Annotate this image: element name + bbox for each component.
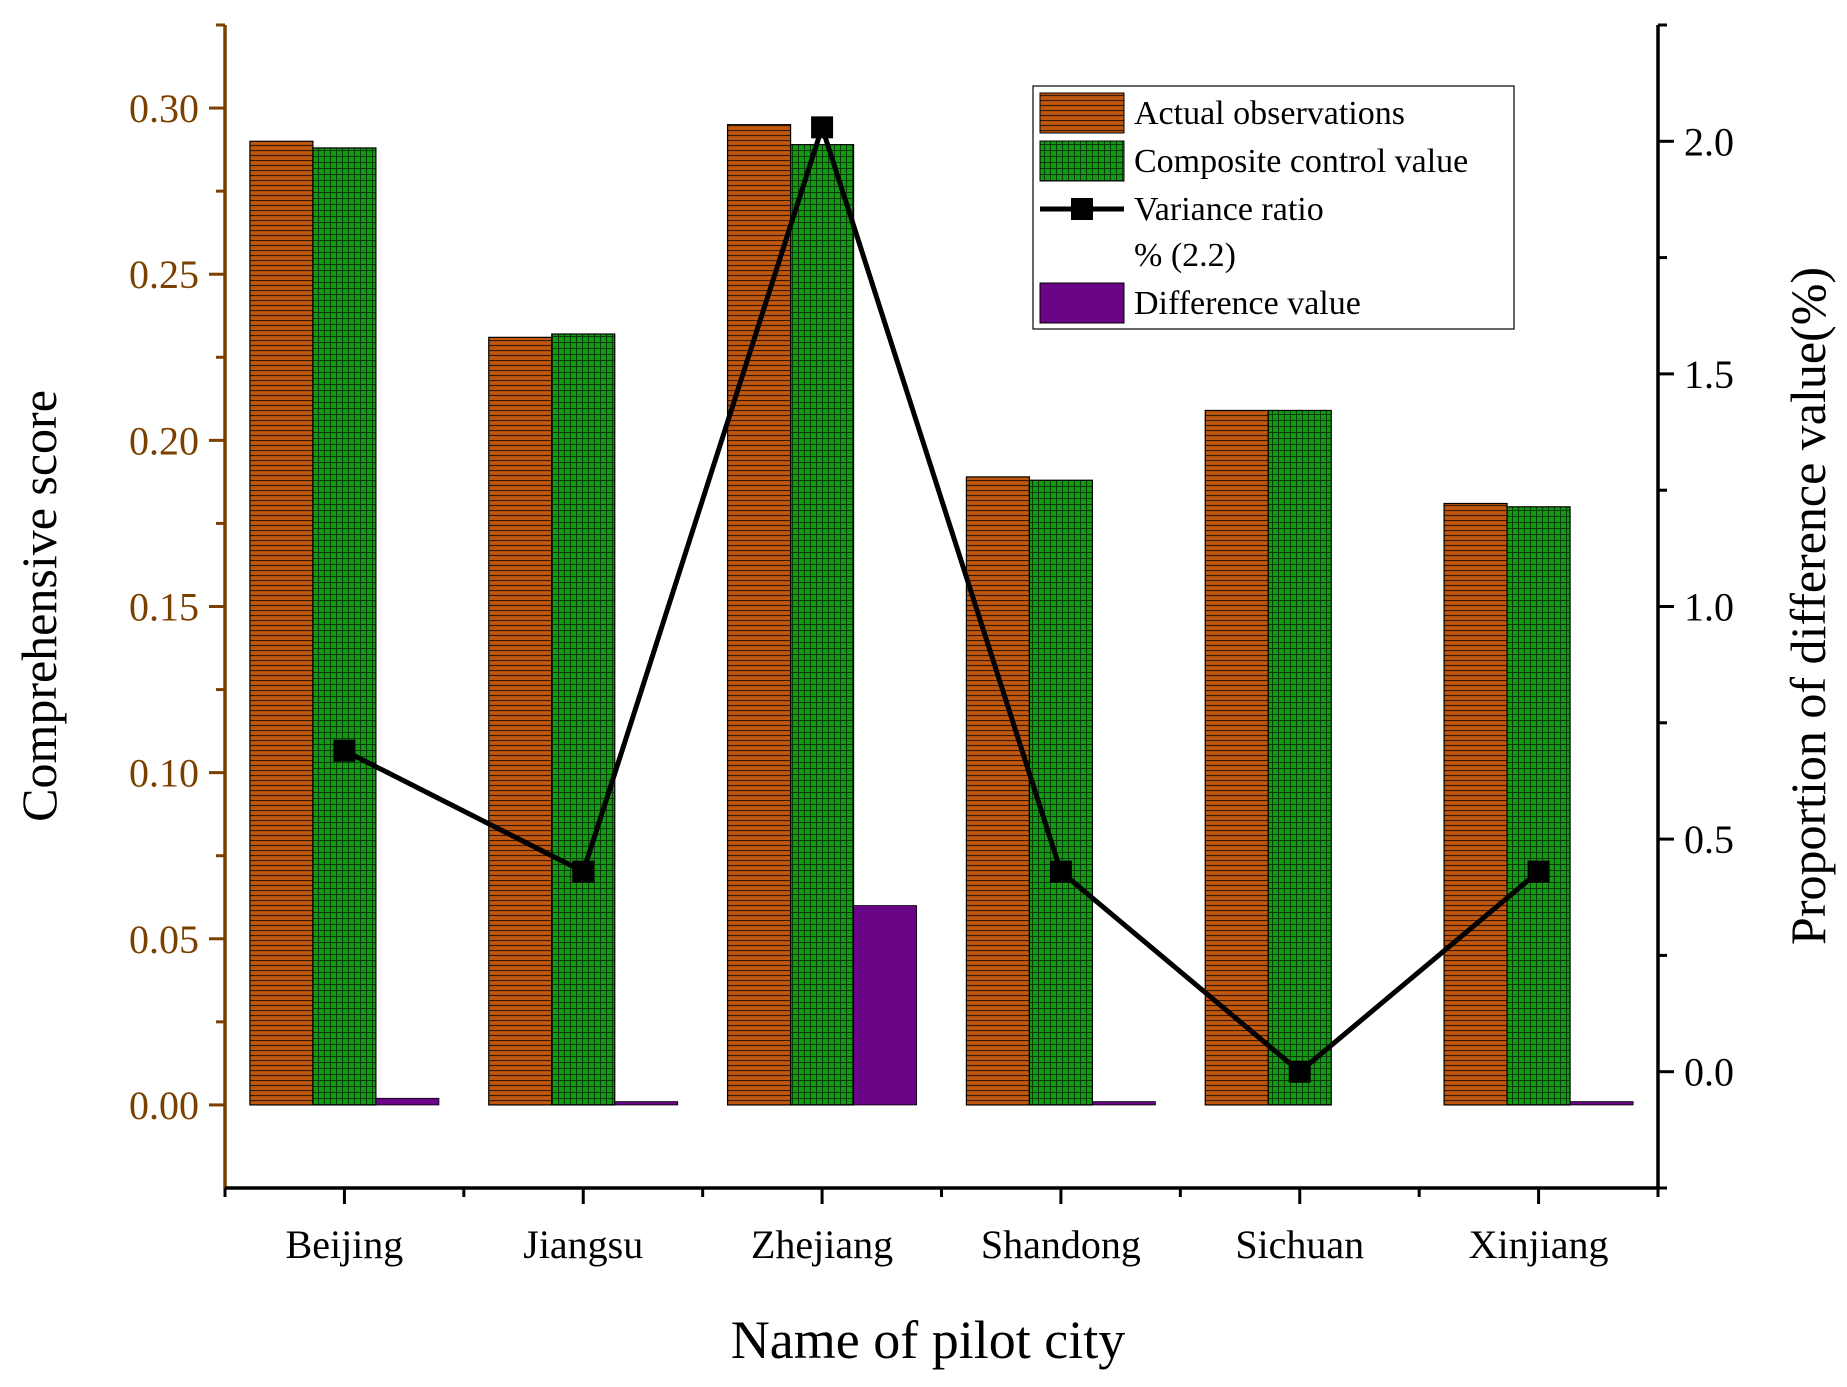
variance-ratio-line-series: [333, 116, 1550, 1083]
bar-difference-zhejiang: [853, 905, 917, 1106]
legend-label-composite: Composite control value: [1134, 143, 1468, 180]
legend-swatch-actual: [1039, 92, 1125, 134]
bar-difference-xinjiang: [1569, 1101, 1634, 1106]
bar-actual-sichuan: [1204, 409, 1269, 1106]
left-tick-label: 0.20: [129, 418, 199, 463]
legend-swatch-difference: [1039, 282, 1125, 324]
bar-composite-shandong: [1028, 479, 1094, 1106]
x-axis-label: Name of pilot city: [731, 1310, 1125, 1370]
right-tick-label: 0.0: [1684, 1050, 1734, 1095]
right-y-axis: 0.0 0.5 1.0 1.5 2.0: [1658, 23, 1734, 1190]
bar-actual-jiangsu: [488, 336, 553, 1106]
legend: Actual observations Composite control va…: [1032, 85, 1515, 330]
x-tick-label-shandong: Shandong: [981, 1222, 1141, 1267]
left-tick-label: 0.05: [129, 917, 199, 962]
variance-ratio-point-zhejiang: [811, 116, 834, 139]
left-tick-label: 0.25: [129, 252, 199, 297]
x-tick-label-xinjiang: Xinjiang: [1469, 1222, 1609, 1267]
right-tick-label: 2.0: [1684, 119, 1734, 164]
y-axis-label: Comprehensive score: [11, 390, 67, 822]
left-y-axis: 0.00 0.05 0.10 0.15 0.20 0.25 0.30: [129, 23, 225, 1128]
left-tick-label: 0.30: [129, 86, 199, 131]
variance-ratio-point-jiangsu: [572, 860, 595, 883]
left-tick-label: 0.15: [129, 585, 199, 630]
variance-ratio-point-sichuan: [1288, 1060, 1311, 1083]
x-axis: Beijing Jiangsu Zhejiang Shandong Sichuan Xin…: [223, 1188, 1660, 1267]
bar-composite-xinjiang: [1506, 506, 1571, 1106]
variance-ratio-point-xinjiang: [1527, 860, 1550, 883]
legend-swatch-composite: [1039, 140, 1125, 182]
variance-ratio-point-beijing: [333, 739, 356, 762]
variance-ratio-point-shandong: [1049, 860, 1072, 883]
x-tick-label-beijing: Beijing: [286, 1222, 404, 1267]
x-tick-label-jiangsu: Jiangsu: [523, 1222, 643, 1267]
bars: [249, 124, 1634, 1106]
x-tick-label-zhejiang: Zhejiang: [751, 1222, 893, 1267]
bar-composite-jiangsu: [551, 333, 616, 1106]
bar-composite-beijing: [312, 147, 377, 1106]
right-tick-label: 0.5: [1684, 817, 1734, 862]
y2-axis-label: Proportion of difference value(%): [1780, 267, 1836, 945]
bar-actual-xinjiang: [1443, 502, 1508, 1106]
legend-label-variance: Variance ratio: [1134, 191, 1324, 228]
bar-actual-beijing: [249, 140, 314, 1106]
legend-label-actual: Actual observations: [1134, 95, 1405, 132]
legend-label-variance-2: % (2.2): [1134, 237, 1236, 274]
bar-actual-shandong: [965, 476, 1031, 1106]
legend-marker-variance: [1071, 198, 1093, 220]
bar-difference-jiangsu: [614, 1101, 679, 1106]
bar-actual-zhejiang: [726, 124, 792, 1106]
variance-ratio-line: [343, 119, 1541, 1075]
right-tick-label: 1.0: [1684, 585, 1734, 630]
right-tick-label: 1.5: [1684, 352, 1734, 397]
left-tick-label: 0.00: [129, 1083, 199, 1128]
legend-label-difference: Difference value: [1134, 285, 1361, 322]
x-tick-label-sichuan: Sichuan: [1235, 1222, 1364, 1267]
bar-composite-zhejiang: [789, 144, 855, 1106]
bar-difference-beijing: [375, 1097, 440, 1106]
left-tick-label: 0.10: [129, 751, 199, 796]
bar-composite-sichuan: [1267, 409, 1332, 1106]
bar-difference-shandong: [1092, 1101, 1156, 1106]
